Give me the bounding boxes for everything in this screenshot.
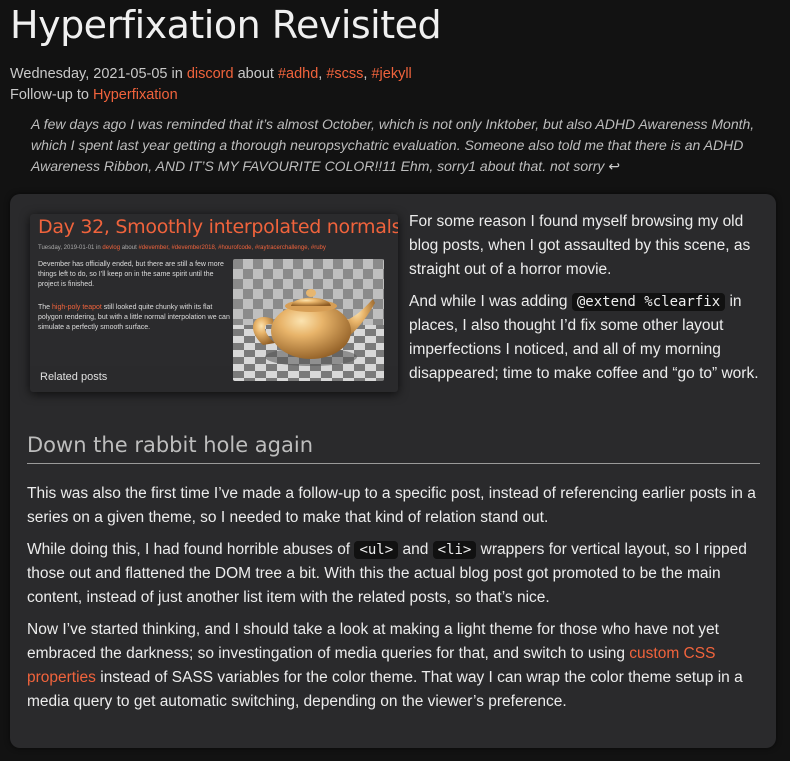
section-heading: Down the rabbit hole again: [27, 433, 760, 464]
post-summary: A few days ago I was reminded that it’s …: [31, 114, 761, 177]
code-clearfix: @extend %clearfix: [571, 293, 726, 311]
followup-link[interactable]: Hyperfixation: [93, 87, 178, 103]
summary-text: A few days ago I was reminded that it’s …: [31, 116, 755, 174]
intro-text: For some reason I found myself browsing …: [409, 210, 764, 394]
category-link[interactable]: discord: [186, 66, 234, 82]
custom-css-properties-link[interactable]: custom CSS properties: [27, 645, 716, 686]
screenshot-category: devlog: [102, 245, 121, 251]
code-ul: <ul>: [354, 541, 399, 559]
tag-link-jekyll[interactable]: #jekyll: [371, 66, 412, 82]
screenshot-tags: #devember, #devember2018, #hourofcode, #…: [138, 245, 326, 251]
screenshot-in-label: in: [96, 245, 101, 251]
screenshot-date: Tuesday, 2019-01-01: [38, 245, 95, 251]
teapot-render-icon: [233, 259, 384, 381]
screenshot-para-1: Devember has officially ended, but there…: [38, 261, 224, 288]
page-title: Hyperfixation Revisited: [10, 3, 442, 47]
body-text: This was also the first time I’ve made a…: [27, 482, 767, 722]
followup-line: Follow-up to Hyperfixation: [10, 85, 778, 106]
intro-paragraph-2: And while I was adding @extend %clearfix…: [409, 293, 759, 382]
screenshot-para-2: The high-poly teapot still looked quite …: [38, 304, 230, 331]
code-li: <li>: [432, 541, 477, 559]
post-screenshot: Day 32, Smoothly interpolated normals Tu…: [30, 214, 398, 392]
tag-link-adhd[interactable]: #adhd: [277, 66, 319, 82]
screenshot-about-label: about: [121, 245, 137, 251]
in-label: in: [171, 66, 183, 82]
body-paragraph-2: While doing this, I had found horrible a…: [27, 541, 747, 606]
post-meta: Wednesday, 2021-05-05 in discord about #…: [10, 64, 778, 106]
screenshot-title: Day 32, Smoothly interpolated normals: [38, 216, 398, 238]
page: Hyperfixation Revisited Wednesday, 2021-…: [10, 3, 778, 748]
body-paragraph-3: Now I’ve started thinking, and I should …: [27, 621, 743, 710]
screenshot-teapot-link: high-poly teapot: [52, 304, 102, 311]
teapot-image: [233, 259, 384, 381]
screenshot-related-label: Related posts: [40, 371, 108, 383]
post-card: Day 32, Smoothly interpolated normals Tu…: [10, 194, 776, 748]
tag-link-scss[interactable]: #scss: [326, 66, 364, 82]
post-meta-line: Wednesday, 2021-05-05 in discord about #…: [10, 66, 412, 82]
footnote-return-icon[interactable]: ↩: [608, 158, 621, 174]
followup-label: Follow-up to: [10, 87, 89, 103]
about-label: about: [237, 66, 274, 82]
screenshot-meta: Tuesday, 2019-01-01 in devlog about #dev…: [38, 245, 326, 251]
body-paragraph-1: This was also the first time I’ve made a…: [27, 485, 756, 526]
intro-paragraph-1: For some reason I found myself browsing …: [409, 213, 751, 278]
post-date: Wednesday, 2021-05-05: [10, 66, 168, 82]
